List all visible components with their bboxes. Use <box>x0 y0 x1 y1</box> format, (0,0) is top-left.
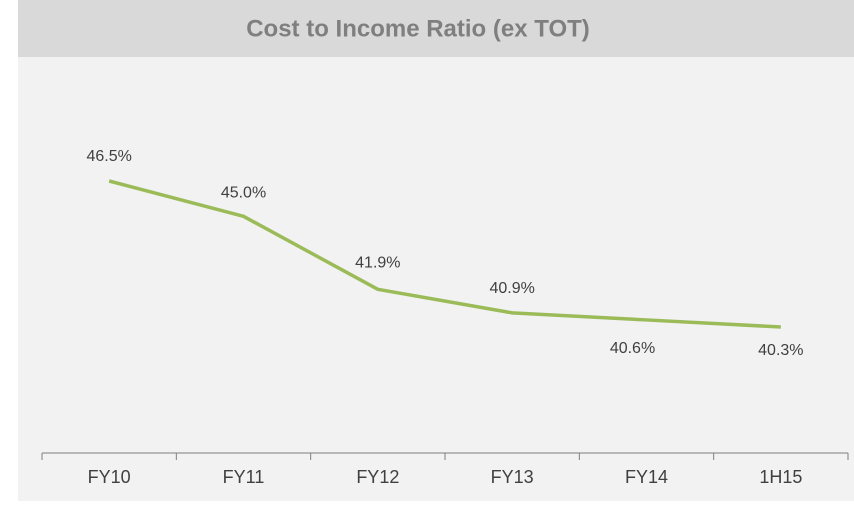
x-tick-label: FY11 <box>223 467 265 487</box>
data-label: 41.9% <box>355 255 400 272</box>
data-label: 45.0% <box>221 185 266 202</box>
chart-title: Cost to Income Ratio (ex TOT) <box>246 15 590 42</box>
x-tick-label: 1H15 <box>759 467 802 487</box>
x-tick-label: FY14 <box>625 467 668 487</box>
title-band <box>18 0 854 57</box>
line <box>108 179 781 329</box>
x-tick-label: FY13 <box>491 467 534 487</box>
data-label: 40.6% <box>610 340 655 357</box>
plot-background <box>18 0 854 501</box>
data-label: 40.9% <box>489 280 534 297</box>
x-tick-label: FY10 <box>88 467 131 487</box>
x-tick-label: FY12 <box>356 467 399 487</box>
data-label: 46.5% <box>86 148 131 165</box>
data-label: 40.3% <box>758 342 803 359</box>
